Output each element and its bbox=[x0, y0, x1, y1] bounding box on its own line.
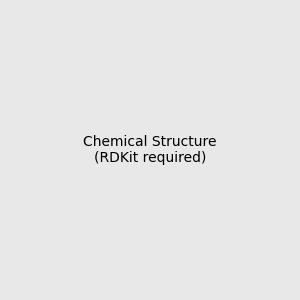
Text: Chemical Structure
(RDKit required): Chemical Structure (RDKit required) bbox=[83, 135, 217, 165]
